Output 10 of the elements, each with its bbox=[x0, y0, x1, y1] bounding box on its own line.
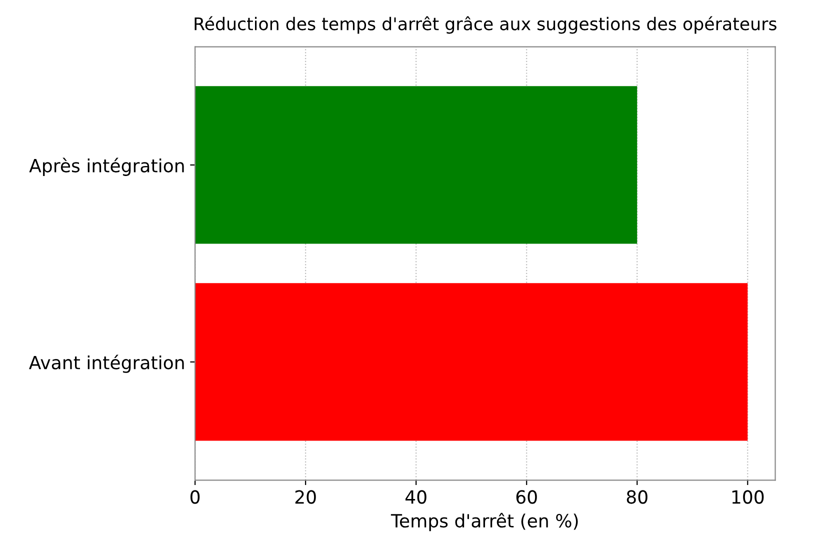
x-tick-label: 60 bbox=[516, 490, 537, 504]
chart-title: Réduction des temps d'arrêt grâce aux suggestions des opérateurs bbox=[194, 16, 776, 34]
x-tick-label: 40 bbox=[405, 490, 426, 504]
y-tick-label: Après intégration bbox=[29, 158, 184, 176]
y-tick-label: Avant intégration bbox=[28, 354, 184, 373]
x-axis-title: Temps d'arrêt (en %) bbox=[390, 512, 578, 532]
x-tick-label: 100 bbox=[732, 490, 764, 504]
x-tick-label: 80 bbox=[626, 490, 648, 504]
x-tick-label: 20 bbox=[295, 490, 316, 504]
x-tick-label: 0 bbox=[190, 490, 200, 504]
